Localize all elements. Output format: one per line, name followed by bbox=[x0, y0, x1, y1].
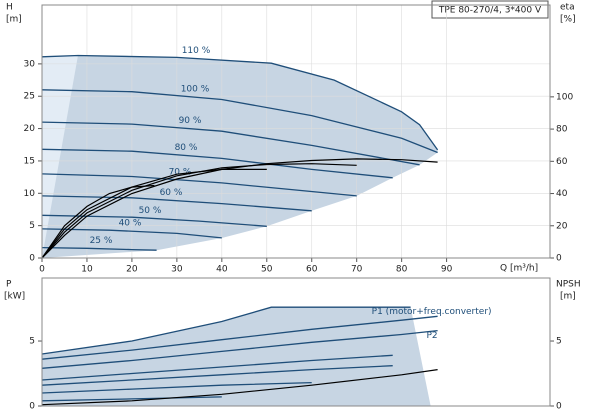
y2-tick-label: 0 bbox=[556, 402, 562, 412]
y-tick-label: 0 bbox=[29, 254, 35, 264]
curve bbox=[41, 365, 393, 386]
y2-tick-label: 40 bbox=[556, 189, 568, 199]
operating-range bbox=[42, 55, 438, 259]
secondary-curve bbox=[41, 184, 155, 259]
y2-tick-label: 5 bbox=[556, 337, 562, 347]
y-tick-label: 20 bbox=[24, 124, 36, 134]
series-label: 40 % bbox=[119, 219, 142, 229]
y2-tick-label: 0 bbox=[556, 254, 562, 264]
y-axis-label: [m] bbox=[6, 15, 22, 25]
y2-axis-label: [%] bbox=[560, 15, 576, 25]
y-tick-label: 5 bbox=[29, 337, 35, 347]
series-label: 110 % bbox=[182, 46, 211, 56]
curve bbox=[41, 354, 393, 381]
y2-axis-label: eta bbox=[560, 3, 575, 13]
series-label: 50 % bbox=[139, 206, 162, 216]
x-tick-label: 30 bbox=[171, 265, 183, 275]
secondary-curve bbox=[41, 163, 357, 259]
x-tick-label: 90 bbox=[441, 265, 453, 275]
x-tick-label: 50 bbox=[261, 265, 273, 275]
series-label: P1 (motor+freq.converter) bbox=[372, 307, 492, 317]
x-tick-label: 40 bbox=[216, 265, 228, 275]
y2-tick-label: 100 bbox=[556, 92, 573, 102]
y-axis-label: P bbox=[6, 280, 12, 290]
x-tick-label: 80 bbox=[396, 265, 408, 275]
x-tick-label: 60 bbox=[306, 265, 318, 275]
x-tick-label: 70 bbox=[351, 265, 363, 275]
curve bbox=[41, 381, 312, 394]
x-tick-label: 20 bbox=[126, 265, 138, 275]
plot-frame bbox=[41, 4, 551, 259]
series-label: 60 % bbox=[160, 188, 183, 198]
y-tick-label: 5 bbox=[29, 221, 35, 231]
series-label: 70 % bbox=[169, 167, 192, 177]
y-axis-label: H bbox=[6, 3, 13, 13]
curve bbox=[41, 396, 222, 402]
y-tick-label: 25 bbox=[24, 92, 35, 102]
curve bbox=[41, 89, 438, 154]
curve bbox=[41, 246, 157, 251]
light-range bbox=[42, 55, 78, 259]
series-label: P2 bbox=[426, 331, 437, 341]
x-axis-label: Q [m³/h] bbox=[500, 264, 538, 274]
plot-frame bbox=[41, 277, 551, 407]
series-label: 80 % bbox=[175, 143, 198, 153]
operating-range bbox=[42, 307, 431, 406]
curve bbox=[41, 329, 438, 369]
series-label: 90 % bbox=[179, 116, 202, 126]
y-axis-label: [kW] bbox=[4, 292, 25, 302]
curve bbox=[41, 195, 312, 212]
x-tick-label: 10 bbox=[81, 265, 93, 275]
series-label: 25 % bbox=[90, 236, 113, 246]
y2-axis-label: [m] bbox=[560, 292, 576, 302]
y2-tick-label: 80 bbox=[556, 125, 568, 135]
curve bbox=[41, 173, 357, 197]
y2-axis-label: NPSH bbox=[556, 280, 581, 290]
y-tick-label: 30 bbox=[24, 59, 36, 69]
x-tick-label: 0 bbox=[39, 265, 45, 275]
curve bbox=[41, 315, 438, 360]
y-tick-label: 10 bbox=[24, 189, 36, 199]
y2-tick-label: 60 bbox=[556, 157, 568, 167]
curve bbox=[41, 148, 393, 179]
chart-title: TPE 80-270/4, 3*400 V bbox=[438, 6, 542, 16]
secondary-curve bbox=[41, 369, 438, 406]
curve bbox=[41, 54, 439, 151]
y-tick-label: 15 bbox=[24, 156, 35, 166]
curve bbox=[41, 121, 420, 166]
y2-tick-label: 20 bbox=[556, 221, 568, 231]
y-tick-label: 0 bbox=[29, 402, 35, 412]
curve bbox=[41, 228, 222, 239]
series-label: 100 % bbox=[181, 85, 210, 95]
curve bbox=[41, 306, 411, 355]
